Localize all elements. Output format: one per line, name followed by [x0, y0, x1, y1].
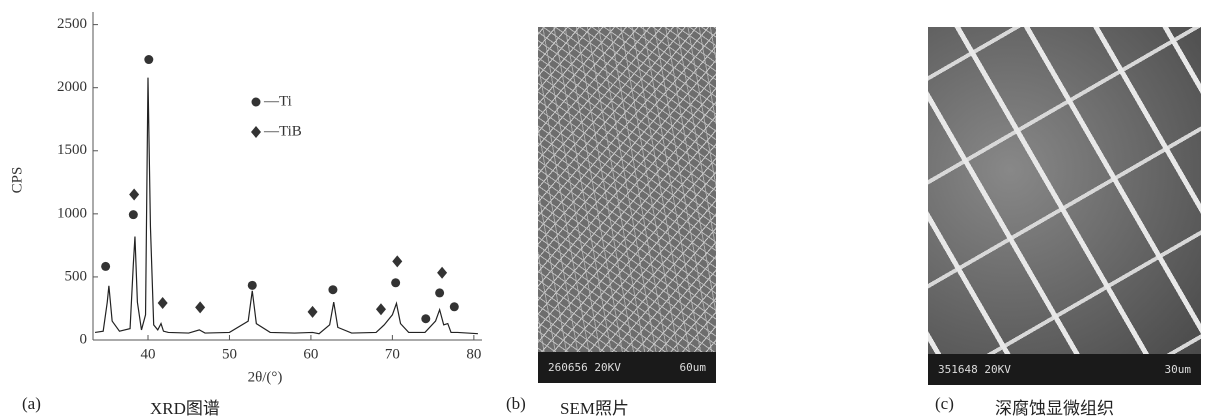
peak-marker: [450, 302, 459, 311]
peak-marker: [437, 267, 447, 279]
sem-photo: 260656 20KV 60um: [538, 27, 716, 383]
peak-marker: [435, 288, 444, 297]
x-tick-label: 60: [303, 346, 318, 362]
peak-marker: [129, 210, 138, 219]
xrd-line: [95, 78, 478, 334]
y-tick-label: 1000: [57, 205, 87, 221]
info-bar: 351648 20KV 30um: [928, 354, 1201, 385]
page: CPS 2θ/(°) 0 500 1000 1500 2000 2500 40 50 60 70 8…: [0, 0, 1229, 417]
caption: SEM照片: [560, 394, 629, 419]
legend-label: —TiB: [263, 123, 302, 139]
legend-symbol: [252, 98, 261, 107]
x-tick-label: 50: [222, 346, 237, 362]
caption-letter: (c): [935, 394, 954, 414]
peak-marker: [328, 285, 337, 294]
info-bar: 260656 20KV 60um: [538, 352, 716, 383]
peak-marker: [158, 297, 168, 309]
peak-marker: [376, 303, 386, 315]
legend-symbol: [251, 126, 261, 138]
peak-marker: [421, 314, 430, 323]
info: 260656 20KV: [548, 361, 621, 374]
y-tick-label: 2500: [57, 16, 87, 32]
y-tick-label: 2000: [57, 79, 87, 95]
scale: 30um: [1165, 363, 1192, 376]
peak-marker: [195, 301, 205, 313]
peak-marker: [144, 55, 153, 64]
peak-marker: [101, 262, 110, 271]
caption-letter: (a): [22, 394, 41, 414]
caption: 深腐蚀显微组织: [995, 394, 1114, 419]
peak-marker: [248, 281, 257, 290]
x-tick-label: 40: [140, 346, 155, 362]
peak-marker: [391, 278, 400, 287]
y-tick-label: 1500: [57, 142, 87, 158]
peak-marker: [308, 306, 318, 318]
peak-marker: [129, 188, 139, 200]
x-axis-label: 2θ/(°): [248, 369, 283, 385]
scale: 60um: [680, 361, 707, 374]
sem-photo: 351648 20KV 30um: [928, 27, 1201, 385]
info: 351648 20KV: [938, 363, 1011, 376]
x-tick-label: 80: [466, 346, 481, 362]
peak-marker: [392, 255, 402, 267]
legend-label: —Ti: [263, 93, 292, 109]
caption-letter: (b): [506, 394, 526, 414]
chart: CPS 2θ/(°) 0 500 1000 1500 2000 2500 40 50 60 70 8…: [0, 0, 500, 390]
x-tick-label: 70: [385, 346, 400, 362]
y-tick-label: 500: [65, 268, 88, 284]
y-axis-label: CPS: [9, 167, 25, 194]
caption: XRD图谱: [150, 394, 220, 419]
y-tick-label: 0: [80, 331, 88, 347]
